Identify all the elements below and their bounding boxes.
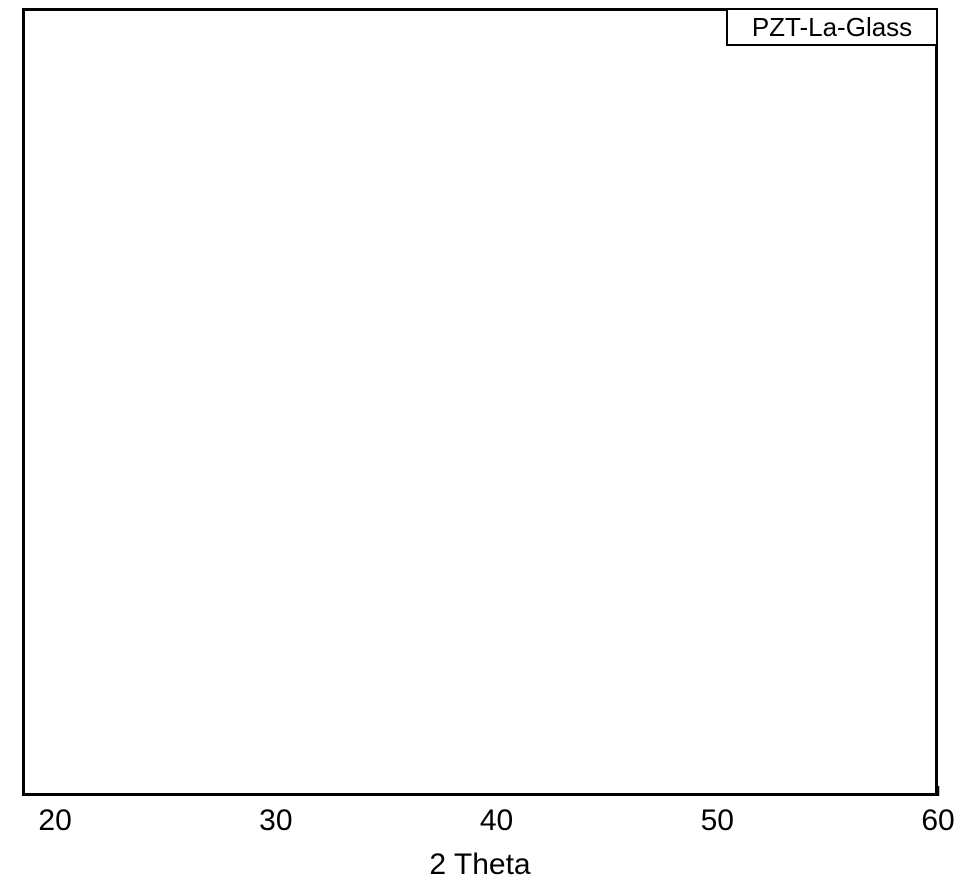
legend-box: PZT-La-Glass xyxy=(726,8,938,46)
legend-label: PZT-La-Glass xyxy=(752,12,912,43)
x-tick-label: 50 xyxy=(701,804,734,838)
x-axis-title: 2 Theta xyxy=(429,848,530,882)
x-tick-label: 60 xyxy=(921,804,954,838)
x-tick-label: 20 xyxy=(38,804,71,838)
plot-frame xyxy=(22,8,938,796)
x-tick-label: 30 xyxy=(259,804,292,838)
x-tick-label: 40 xyxy=(480,804,513,838)
